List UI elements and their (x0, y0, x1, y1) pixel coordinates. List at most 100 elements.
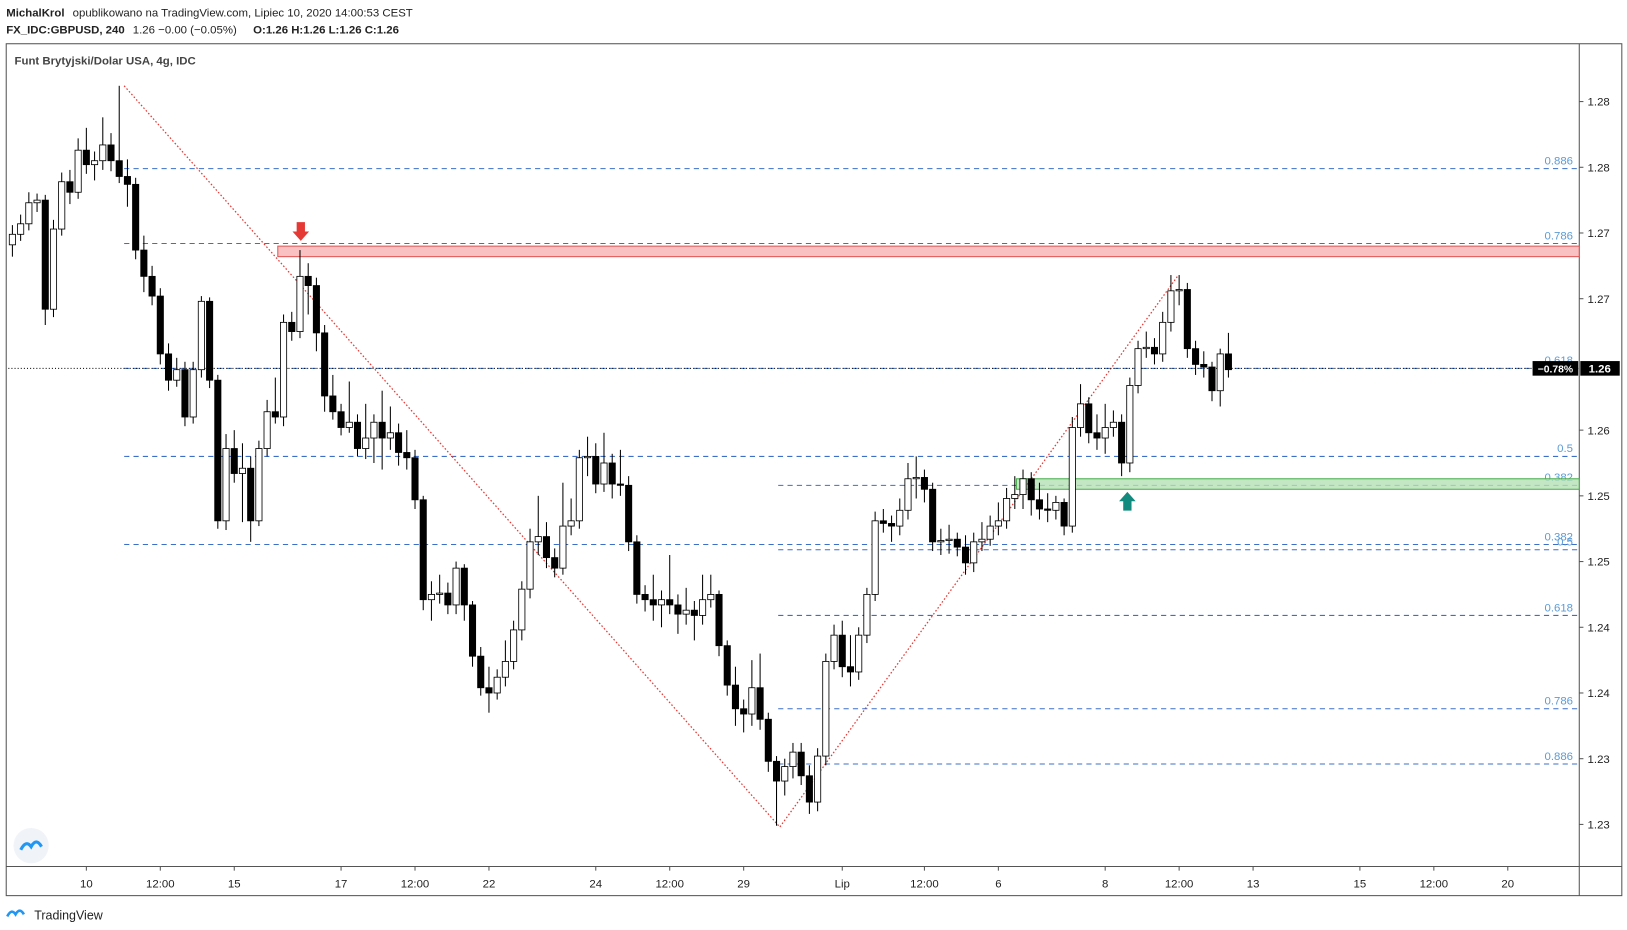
candle-body (1167, 290, 1175, 323)
fib-label: 0.5 (1557, 537, 1573, 549)
candle-body (288, 321, 296, 332)
candle-body (781, 766, 789, 782)
candle-body (510, 629, 518, 662)
chart-title: Funt Brytyjski/Dolar USA, 4g, IDC (15, 56, 196, 68)
candle-body (1044, 508, 1052, 511)
candle-body (436, 592, 444, 595)
change-label: −0.78% (1538, 365, 1573, 376)
candle-body (181, 369, 189, 418)
candle-body (337, 411, 345, 428)
candle-body (814, 755, 822, 803)
candle-body (649, 599, 657, 606)
candle-body (362, 437, 370, 449)
zone (277, 245, 1580, 258)
x-tick-label: 24 (589, 878, 602, 890)
candle-body (49, 228, 58, 310)
fib-label: 0.786 (1545, 696, 1574, 708)
x-tick-label: 12:00 (1165, 878, 1194, 890)
candle-body (764, 718, 772, 762)
candle-body (271, 411, 279, 418)
candle-body (8, 233, 16, 246)
candle-body (460, 567, 468, 606)
candle-body (871, 520, 879, 595)
candle-body (214, 379, 222, 522)
candle-body (789, 751, 797, 768)
candle-body (584, 456, 592, 459)
y-tick-label: 1.28 (1588, 97, 1610, 109)
candle-body (189, 369, 197, 418)
candle-body (797, 751, 805, 777)
candle-body (493, 676, 501, 694)
candle-body (25, 202, 33, 225)
candle-body (1027, 478, 1035, 501)
candle-body (945, 538, 953, 541)
candle-body (1183, 289, 1191, 350)
candle-body (641, 594, 649, 601)
candle-body (468, 604, 477, 657)
brand: TradingView (34, 909, 103, 923)
candle-body (608, 462, 616, 485)
candle-body (1216, 353, 1224, 392)
candle-body (1150, 346, 1159, 355)
candle-body (994, 520, 1002, 527)
x-tick-label: 29 (737, 878, 750, 890)
arrow (292, 222, 310, 241)
candle-body (173, 369, 181, 381)
fib-label: 0.5 (1557, 443, 1573, 455)
x-tick-label: 12:00 (655, 878, 684, 890)
candle-body (1159, 321, 1167, 355)
candle-body (699, 599, 707, 616)
candle-body (986, 525, 994, 540)
candle-body (838, 634, 846, 668)
candle-body (1118, 421, 1126, 464)
candle-body (345, 421, 353, 428)
candle-body (690, 609, 698, 616)
candle-body (920, 477, 928, 490)
x-tick-label: 12:00 (401, 878, 430, 890)
candle-body (1101, 427, 1109, 439)
x-tick-label: 15 (1354, 878, 1367, 890)
candle-body (370, 421, 378, 439)
candle-body (723, 645, 731, 686)
candle-body (329, 395, 337, 413)
candle-body (353, 421, 362, 449)
candle-body (1052, 502, 1060, 511)
candle-body (961, 546, 970, 564)
candle-body (879, 520, 887, 524)
candle-body (526, 541, 534, 590)
candle-body (855, 634, 863, 673)
change-tag (1532, 361, 1579, 376)
arrow (1119, 491, 1136, 511)
candle-body (312, 285, 320, 334)
candle-body (255, 448, 263, 522)
candle-body (230, 448, 238, 474)
candle-body (707, 594, 715, 601)
candle-body (444, 592, 452, 606)
ohlc-text: O:1.26 H:1.26 L:1.26 C:1.26 (253, 24, 399, 36)
candle-body (616, 483, 624, 486)
candle-body (17, 223, 25, 235)
candle-body (1142, 346, 1150, 350)
candle-body (534, 536, 542, 543)
candle-body (247, 467, 255, 522)
candle-body (731, 684, 739, 710)
candle-body (1126, 385, 1134, 464)
plot: 0.8860.7860.6180.50.3820.3820.50.6180.78… (8, 85, 1580, 829)
candle-body (1175, 289, 1183, 292)
candle-body (1011, 494, 1019, 499)
candle-body (485, 687, 493, 694)
candle-body (970, 541, 978, 564)
candle-body (773, 760, 781, 782)
candle-body (1019, 478, 1027, 495)
candle-body (238, 467, 246, 474)
candle-body (551, 557, 559, 569)
candle-body (197, 300, 205, 371)
candle-body (222, 448, 230, 522)
fib-label: 0.886 (1545, 155, 1574, 167)
candle-body (123, 176, 131, 185)
price-tag (1580, 361, 1620, 376)
x-tick-label: 8 (1102, 878, 1108, 890)
candle-body (846, 666, 855, 673)
y-tick-label: 1.28 (1588, 162, 1610, 174)
